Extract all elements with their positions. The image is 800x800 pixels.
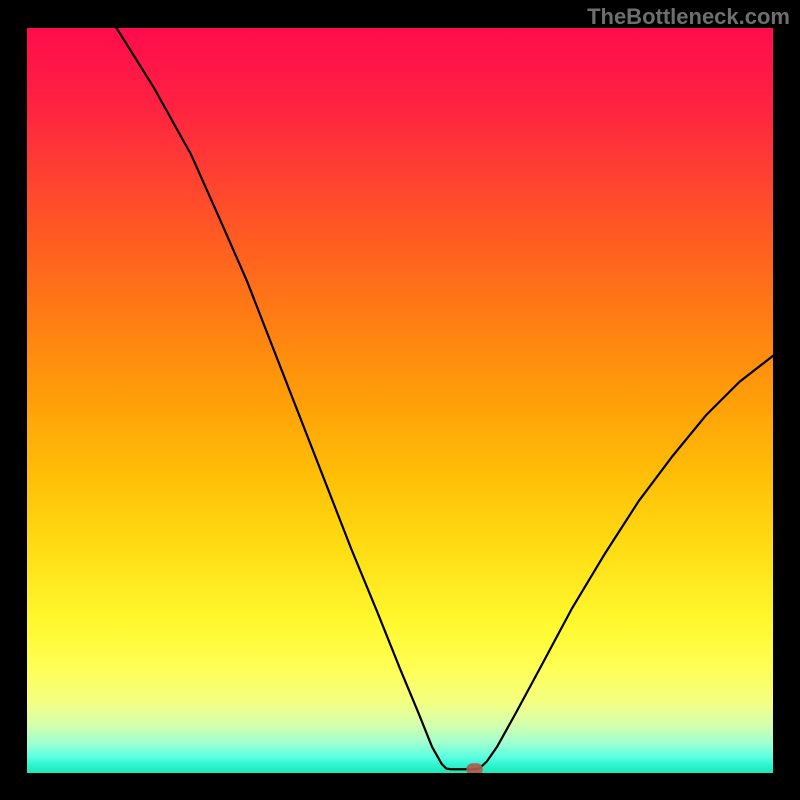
watermark-text: TheBottleneck.com <box>587 4 790 30</box>
chart-frame <box>27 28 773 773</box>
chart-background-gradient <box>27 28 773 773</box>
optimum-marker <box>466 763 482 773</box>
chart-svg <box>27 28 773 773</box>
